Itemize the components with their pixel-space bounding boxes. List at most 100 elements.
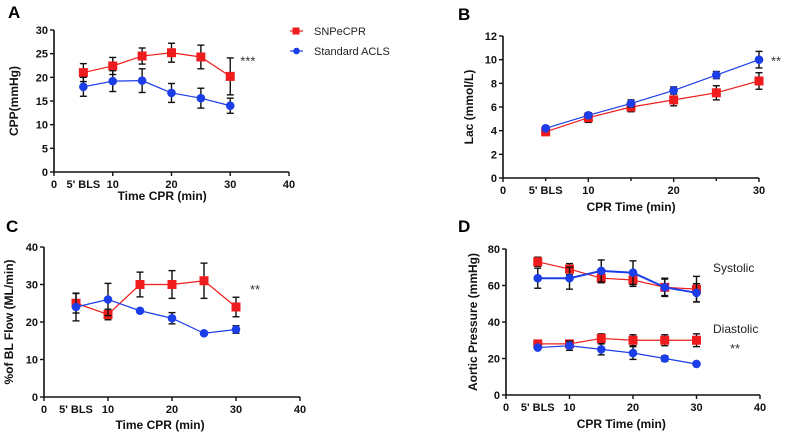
data-point (669, 95, 679, 105)
data-point (754, 55, 764, 64)
y-tick-label: 0 (42, 167, 48, 179)
data-point (108, 61, 118, 71)
data-point (167, 48, 176, 58)
y-tick-label: 20 (36, 72, 48, 84)
data-point (596, 266, 606, 276)
y-tick-label: 40 (26, 242, 38, 254)
data-point (167, 313, 177, 323)
data-point (712, 70, 721, 80)
panel-letter: A (8, 3, 20, 22)
series-standard-acls-systolic (533, 259, 701, 303)
data-point (711, 88, 721, 98)
data-point (135, 306, 145, 316)
y-tick-label: 80 (488, 244, 500, 256)
series-line (545, 80, 760, 133)
panel-a: A 0 5 10 15 20 25 30 0 10 20 30 40 5' BLS Time CPR (mi… (7, 3, 295, 203)
data-point (628, 335, 638, 345)
series-snpecpr (541, 71, 764, 137)
data-point (565, 341, 574, 351)
data-point (626, 99, 636, 108)
x-tick-label: 30 (690, 402, 702, 414)
x-tick-label-bls: 5' BLS (59, 404, 93, 416)
data-point (137, 51, 147, 61)
data-point (660, 335, 670, 345)
panel-letter: D (458, 217, 470, 236)
series-line (537, 261, 697, 290)
panel-d: D 0 20 40 60 80 0 10 20 30 40 5' BLS CPR Time (min) A… (458, 217, 766, 431)
series-snpecpr (78, 42, 235, 96)
x-tick-label: 0 (41, 404, 47, 416)
data-point (596, 333, 606, 343)
significance-marker: ** (771, 54, 781, 69)
data-point (103, 295, 113, 304)
x-tick-label: 0 (503, 402, 509, 414)
y-tick-label: 10 (36, 120, 48, 132)
data-point (533, 273, 543, 283)
data-point (565, 273, 574, 283)
series-line (537, 337, 697, 345)
data-point (754, 76, 764, 86)
legend: SNPeCPR Standard ACLS (290, 26, 390, 58)
data-point (199, 328, 209, 338)
x-tick-label: 0 (51, 179, 57, 191)
data-point (199, 276, 209, 286)
annotation-diastolic: Diastolic (713, 322, 758, 336)
y-axis-label: Lac (mmol/L) (462, 70, 476, 145)
series-line (537, 269, 697, 294)
x-tick-label: 10 (563, 402, 575, 414)
y-tick-label: 10 (485, 55, 497, 67)
data-point (533, 257, 543, 267)
legend-marker-square (292, 27, 300, 35)
data-point (660, 283, 670, 292)
y-axis-label: CPP(mmHg) (7, 66, 21, 136)
x-tick-label-bls: 5' BLS (521, 402, 555, 414)
y-tick-label: 15 (36, 96, 48, 108)
y-axis-label: %of BL Flow (ML/min) (2, 259, 16, 384)
significance-marker: *** (240, 54, 255, 69)
data-point (692, 288, 701, 298)
significance-marker: ** (250, 282, 260, 297)
y-tick-label: 10 (26, 355, 38, 367)
y-tick-label: 20 (26, 317, 38, 329)
x-tick-label: 10 (582, 185, 594, 197)
x-tick-label: 10 (107, 179, 119, 191)
series-line (75, 298, 237, 334)
x-axis-label: Time CPR (min) (118, 189, 207, 203)
x-tick-label: 10 (102, 404, 114, 416)
data-point (692, 335, 701, 345)
y-tick-label: 5 (42, 143, 48, 155)
series-standard-acls-diastolic (533, 340, 701, 369)
legend-item: SNPeCPR (290, 26, 366, 38)
data-point (231, 325, 241, 334)
series-snpecpr (71, 262, 241, 321)
series-standard-acls (541, 50, 764, 133)
y-tick-label: 0 (32, 392, 38, 404)
data-point (231, 302, 241, 312)
series-snpecpr-systolic (533, 256, 701, 303)
legend-item: Standard ACLS (290, 46, 390, 58)
series-line (83, 80, 231, 107)
panel-b: B 0 2 4 6 8 10 12 0 10 20 30 5' BLS CPR Time (min) Lac… (458, 5, 781, 214)
data-point (167, 280, 177, 289)
panel-letter: B (458, 5, 470, 24)
data-point (196, 93, 206, 103)
x-tick-label: 20 (165, 179, 177, 191)
x-tick-label: 0 (500, 185, 506, 197)
y-tick-label: 8 (491, 78, 497, 90)
x-tick-label-bls: 5' BLS (529, 185, 563, 197)
x-tick-label: 20 (627, 402, 639, 414)
data-point (79, 82, 88, 92)
series-standard-acls (79, 68, 235, 115)
y-tick-label: 0 (494, 390, 500, 402)
legend-label: Standard ACLS (314, 46, 390, 58)
y-tick-label: 2 (491, 149, 497, 161)
annotation-systolic: Systolic (713, 261, 754, 275)
y-axis-label: Aortic Pressure (mmHg) (466, 253, 480, 391)
x-tick-label: 20 (166, 404, 178, 416)
x-tick-label-bls: 5' BLS (66, 179, 100, 191)
x-axis-label: CPR Time (min) (577, 417, 666, 431)
panel-letter: C (6, 217, 18, 236)
data-point (628, 348, 638, 358)
y-tick-label: 30 (36, 25, 48, 37)
